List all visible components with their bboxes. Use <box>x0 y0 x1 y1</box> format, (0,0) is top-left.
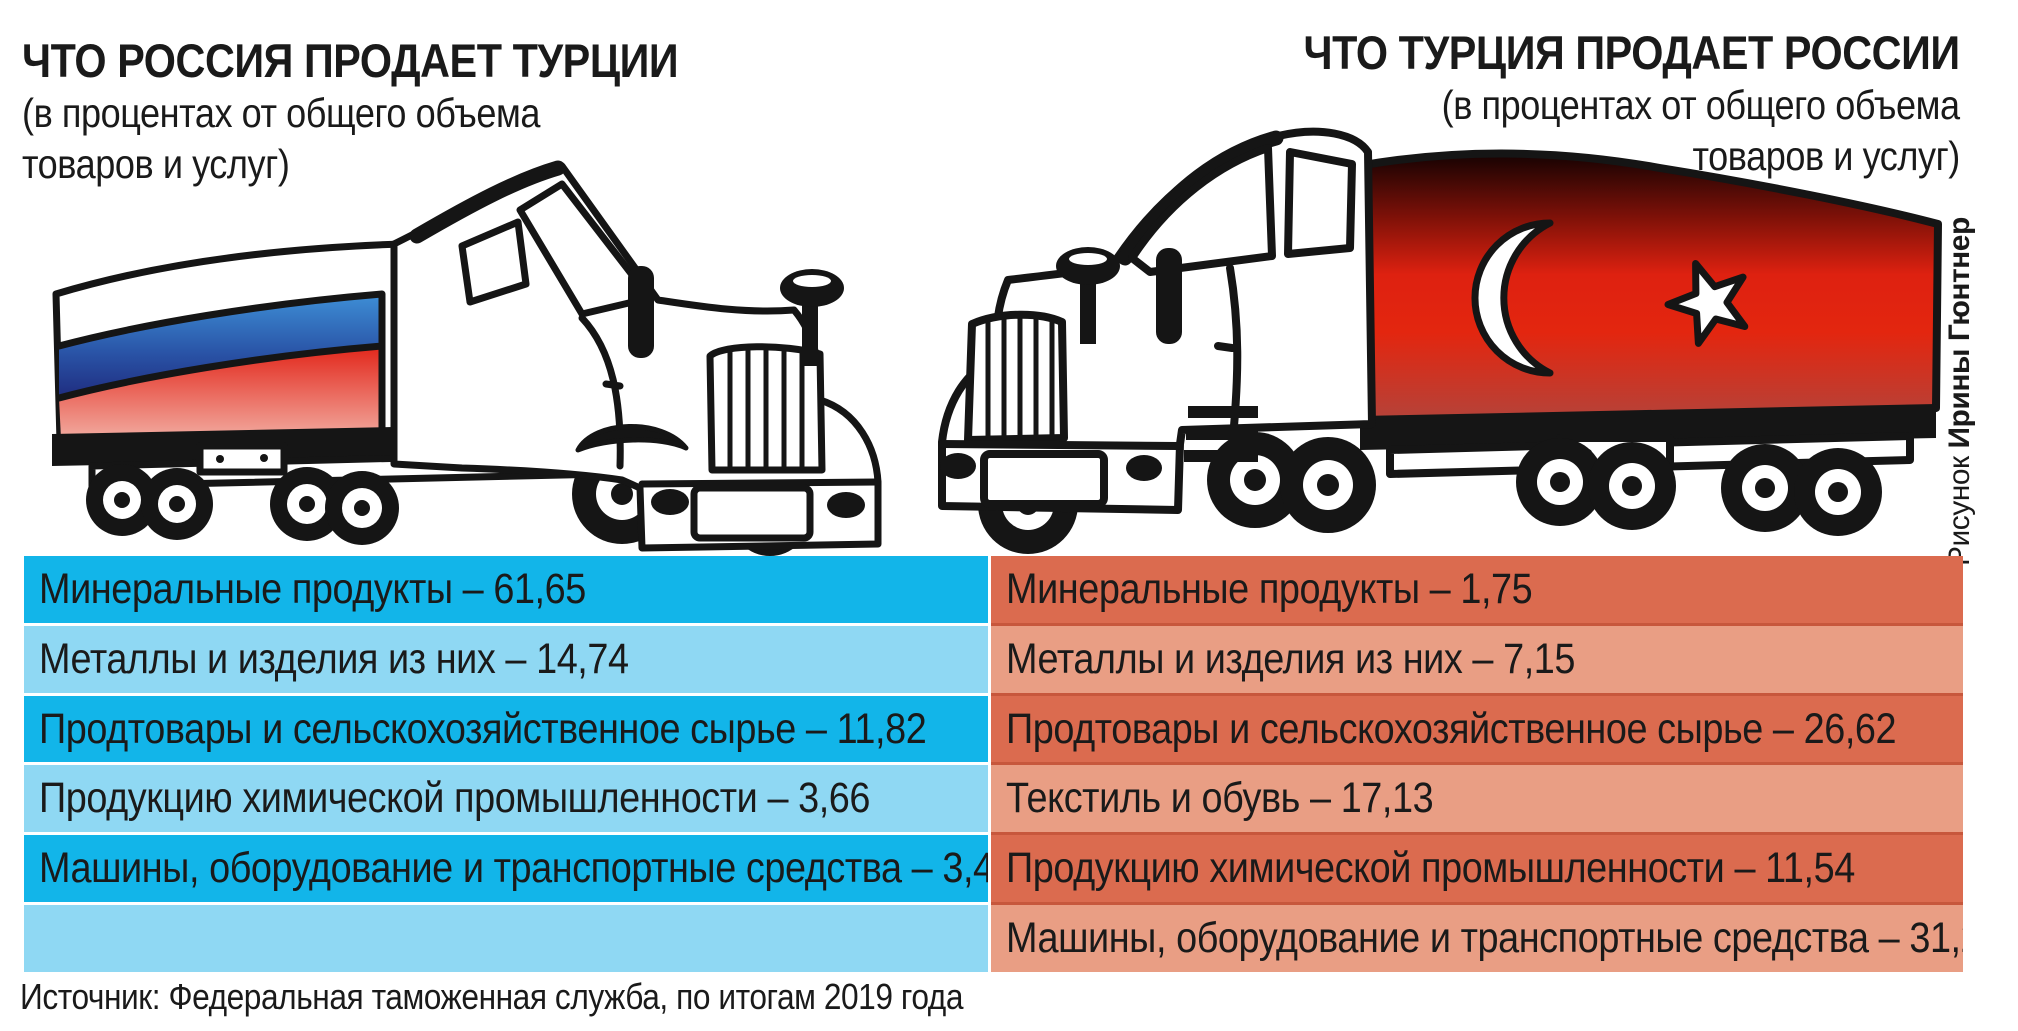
windshield <box>1128 144 1276 276</box>
headlight <box>651 489 689 515</box>
row-label: Металлы и изделия из них – 7,15 <box>1006 634 1575 683</box>
credit-name: Ирины Гюнтнер <box>1943 217 1976 449</box>
fender <box>575 424 689 453</box>
row-label: Металлы и изделия из них – 14,74 <box>39 634 629 683</box>
russia-subtitle-line1: (в процентах от общего объема <box>22 90 541 136</box>
turkey-subtitle-line2: товаров и услуг) <box>1692 133 1961 179</box>
exhaust-pipe <box>1080 278 1096 344</box>
source-text: Источник: Федеральная таможенная служба,… <box>20 976 964 1017</box>
turkey-title: ЧТО ТУРЦИЯ ПРОДАЕТ РОССИИ <box>1303 26 1961 79</box>
illustration-credit: Рисунок Ирины Гюнтнер <box>1938 130 1982 566</box>
table-row: Минеральные продукты – 61,65 <box>24 556 988 623</box>
russia-title-block: ЧТО РОССИЯ ПРОДАЕТ ТУРЦИИ (в процентах о… <box>22 34 768 190</box>
sleeper-window <box>458 218 530 306</box>
row-label: Продукцию химической промышленности – 11… <box>1006 844 1855 893</box>
headlight <box>827 492 865 518</box>
table-row: Продтовары и сельскохозяйственное сырье … <box>24 692 988 763</box>
mirror <box>1156 248 1182 344</box>
headlight <box>1126 455 1162 481</box>
row-label: Продукцию химической промышленности – 3,… <box>39 774 871 823</box>
headlight <box>940 453 976 479</box>
credit-prefix: Рисунок <box>1943 448 1976 566</box>
row-label: Продтовары и сельскохозяйственное сырье … <box>39 704 927 753</box>
row-label: Минеральные продукты – 1,75 <box>1006 564 1533 613</box>
crescent <box>1471 219 1554 377</box>
russia-subtitle-line2: товаров и услуг) <box>22 141 290 187</box>
source-note: Источник: Федеральная таможенная служба,… <box>20 976 1092 1018</box>
russia-flag-red-stripe <box>59 346 382 439</box>
table-row: Машины, оборудование и транспортные сред… <box>991 902 1963 972</box>
row-label: Машины, оборудование и транспортные сред… <box>1006 914 1963 963</box>
turkey-title-block: ЧТО ТУРЦИЯ ПРОДАЕТ РОССИИ (в процентах о… <box>1214 26 1961 182</box>
russia-export-table: Минеральные продукты – 61,65 Металлы и и… <box>24 556 988 972</box>
row-label: Продтовары и сельскохозяйственное сырье … <box>1006 704 1897 753</box>
table-row: Металлы и изделия из них – 14,74 <box>24 622 988 693</box>
turkey-truck-illustration <box>938 127 1942 554</box>
license-plate <box>980 450 1108 508</box>
row-label: Текстиль и обувь – 17,13 <box>1006 774 1434 823</box>
russia-truck-illustration <box>52 160 882 556</box>
russia-flag-blue-stripe <box>59 294 382 398</box>
fuel-bracket <box>196 442 288 476</box>
license-plate <box>690 484 814 542</box>
exhaust-cap <box>780 269 844 307</box>
exhaust-cap <box>1056 247 1120 285</box>
table-row: Текстиль и обувь – 17,13 <box>991 762 1963 833</box>
windshield <box>516 180 654 318</box>
table-row: Продукцию химической промышленности – 11… <box>991 832 1963 903</box>
turkey-subtitle-line1: (в процентах от общего объема <box>1441 82 1960 128</box>
row-label: Минеральные продукты – 61,65 <box>39 564 586 613</box>
exhaust-pipe <box>802 298 818 366</box>
table-row: Металлы и изделия из них – 7,15 <box>991 622 1963 693</box>
table-row: Машины, оборудование и транспортные сред… <box>24 832 988 903</box>
turkey-export-table: Минеральные продукты – 1,75 Металлы и из… <box>991 556 1963 972</box>
turkey-flag-trailer <box>1354 149 1942 446</box>
row-label: Машины, оборудование и транспортные сред… <box>39 844 988 893</box>
table-row-empty <box>24 902 988 972</box>
table-row: Минеральные продукты – 1,75 <box>991 556 1963 623</box>
cab-steps <box>1184 406 1258 462</box>
mirror <box>628 266 654 358</box>
star <box>1664 260 1749 347</box>
russia-title: ЧТО РОССИЯ ПРОДАЕТ ТУРЦИИ <box>22 34 679 87</box>
sleeper-window <box>1284 148 1356 258</box>
table-row: Продтовары и сельскохозяйственное сырье … <box>991 692 1963 763</box>
table-row: Продукцию химической промышленности – 3,… <box>24 762 988 833</box>
